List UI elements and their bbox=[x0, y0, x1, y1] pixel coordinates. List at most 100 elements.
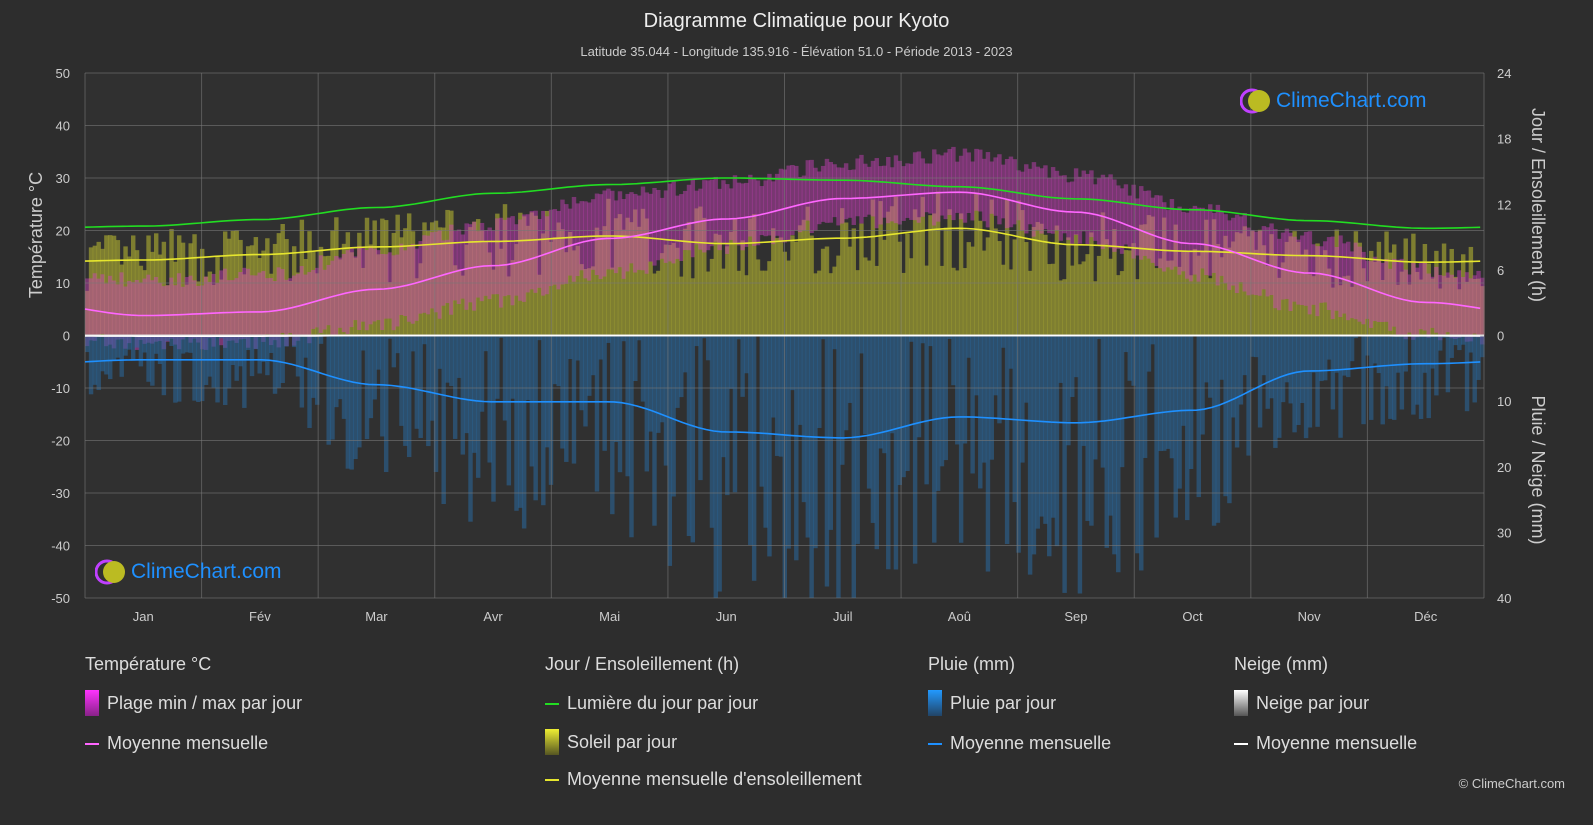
rain-bar bbox=[1004, 335, 1010, 545]
rain-bar bbox=[709, 335, 715, 528]
temp-range-bar bbox=[1472, 275, 1477, 334]
temp-range-bar bbox=[694, 190, 699, 245]
sunshine-bar bbox=[1001, 264, 1006, 336]
legend-rain-heading: Pluie (mm) bbox=[928, 654, 1016, 674]
temp-range-bar bbox=[464, 223, 469, 310]
sunshine-bar bbox=[364, 217, 370, 336]
rain-bar bbox=[644, 335, 650, 472]
sunshine-bar bbox=[383, 220, 389, 336]
rain-bar bbox=[560, 335, 565, 449]
temp-range-bar bbox=[935, 154, 941, 222]
temp-range-bar bbox=[544, 216, 550, 295]
rain-bar bbox=[498, 335, 504, 338]
sunshine-bar bbox=[1349, 286, 1355, 336]
rain-bar bbox=[521, 335, 527, 529]
temp-range-bar bbox=[1449, 274, 1454, 339]
sunshine-bar bbox=[801, 219, 807, 336]
rain-bar bbox=[242, 335, 247, 408]
rain-bar bbox=[1039, 335, 1044, 517]
sunshine-bar bbox=[958, 213, 964, 336]
temp-range-bar bbox=[153, 276, 159, 342]
sunshine-bar bbox=[203, 276, 209, 336]
rain-bar bbox=[518, 335, 523, 508]
rain-bar bbox=[1388, 335, 1393, 419]
sunshine-bar bbox=[1399, 271, 1405, 336]
temp-range-bar bbox=[751, 177, 757, 246]
sunshine-bar bbox=[732, 218, 738, 336]
sunshine-bar bbox=[560, 229, 565, 336]
temp-range-bar bbox=[215, 282, 220, 335]
copyright: © ClimeChart.com bbox=[1458, 776, 1565, 791]
sunshine-bar bbox=[1357, 242, 1362, 336]
temp-range-bar bbox=[633, 193, 638, 273]
y-tick-label: -20 bbox=[51, 434, 70, 449]
rain-bar bbox=[1346, 335, 1351, 378]
temp-range-bar bbox=[514, 224, 519, 296]
x-tick-label: Juil bbox=[833, 609, 853, 624]
rain-bar bbox=[353, 335, 358, 460]
sunshine-bar bbox=[567, 231, 573, 336]
rain-bar bbox=[100, 335, 105, 372]
rain-bar bbox=[882, 335, 887, 454]
rain-bar bbox=[303, 335, 308, 358]
sunshine-bar bbox=[150, 251, 155, 336]
temp-range-bar bbox=[357, 246, 362, 330]
sunshine-bar bbox=[1303, 249, 1309, 336]
sunshine-bar bbox=[694, 208, 699, 336]
rain-bar bbox=[1361, 335, 1366, 425]
sunshine-bar bbox=[184, 284, 190, 336]
temp-range-bar bbox=[552, 209, 558, 285]
temp-range-bar bbox=[391, 255, 397, 331]
y-tick-label: 50 bbox=[56, 66, 70, 81]
temp-range-bar bbox=[1303, 231, 1309, 306]
rain-bar bbox=[1035, 335, 1040, 529]
line-swatch-icon bbox=[1234, 742, 1248, 745]
sunshine-bar bbox=[265, 238, 270, 336]
rain-bar bbox=[544, 335, 550, 448]
sunshine-bar bbox=[1242, 226, 1247, 336]
temp-range-bar bbox=[939, 155, 945, 216]
sunshine-bar bbox=[583, 268, 588, 336]
sunshine-bar bbox=[928, 215, 933, 336]
sunshine-bar bbox=[751, 214, 757, 336]
rain-bar bbox=[146, 335, 151, 382]
sunshine-bar bbox=[981, 250, 987, 336]
temp-range-bar bbox=[728, 188, 734, 240]
sunshine-bar bbox=[1154, 268, 1159, 336]
sunshine-bar bbox=[1277, 277, 1282, 336]
temp-range-bar bbox=[249, 275, 255, 337]
rain-bar bbox=[433, 335, 439, 472]
temp-range-bar bbox=[863, 163, 868, 217]
temp-range-bar bbox=[176, 273, 182, 350]
sunshine-bar bbox=[1058, 280, 1063, 336]
temp-range-bar bbox=[981, 158, 987, 222]
sunshine-bar bbox=[169, 229, 174, 336]
temp-range-bar bbox=[947, 149, 952, 216]
rain-bar bbox=[675, 335, 680, 408]
temp-range-bar bbox=[1461, 277, 1466, 337]
rain-bar bbox=[291, 335, 297, 348]
temp-range-bar bbox=[1077, 176, 1083, 244]
sunshine-bar bbox=[590, 266, 596, 336]
temp-range-bar bbox=[974, 148, 979, 211]
sunshine-bar bbox=[1330, 287, 1336, 336]
sunshine-bar bbox=[882, 239, 887, 336]
temp-range-bar bbox=[161, 286, 167, 350]
temp-range-bar bbox=[353, 256, 358, 321]
temp-range-bar bbox=[96, 278, 101, 337]
rain-bar bbox=[579, 335, 584, 411]
temp-range-bar bbox=[602, 190, 607, 277]
temp-range-bar bbox=[1349, 251, 1355, 319]
temp-range-bar bbox=[307, 272, 312, 344]
rain-bar bbox=[863, 335, 868, 435]
temp-range-bar bbox=[966, 152, 971, 213]
rain-bar bbox=[226, 335, 232, 389]
temp-range-bar bbox=[698, 188, 703, 250]
temp-range-bar bbox=[583, 201, 588, 279]
sunshine-bar bbox=[1070, 265, 1075, 336]
temp-range-bar bbox=[1311, 244, 1316, 305]
sunshine-bar bbox=[893, 196, 899, 336]
rain-bar bbox=[943, 335, 948, 461]
sunshine-bar bbox=[640, 208, 646, 336]
temp-range-bar bbox=[606, 188, 611, 270]
